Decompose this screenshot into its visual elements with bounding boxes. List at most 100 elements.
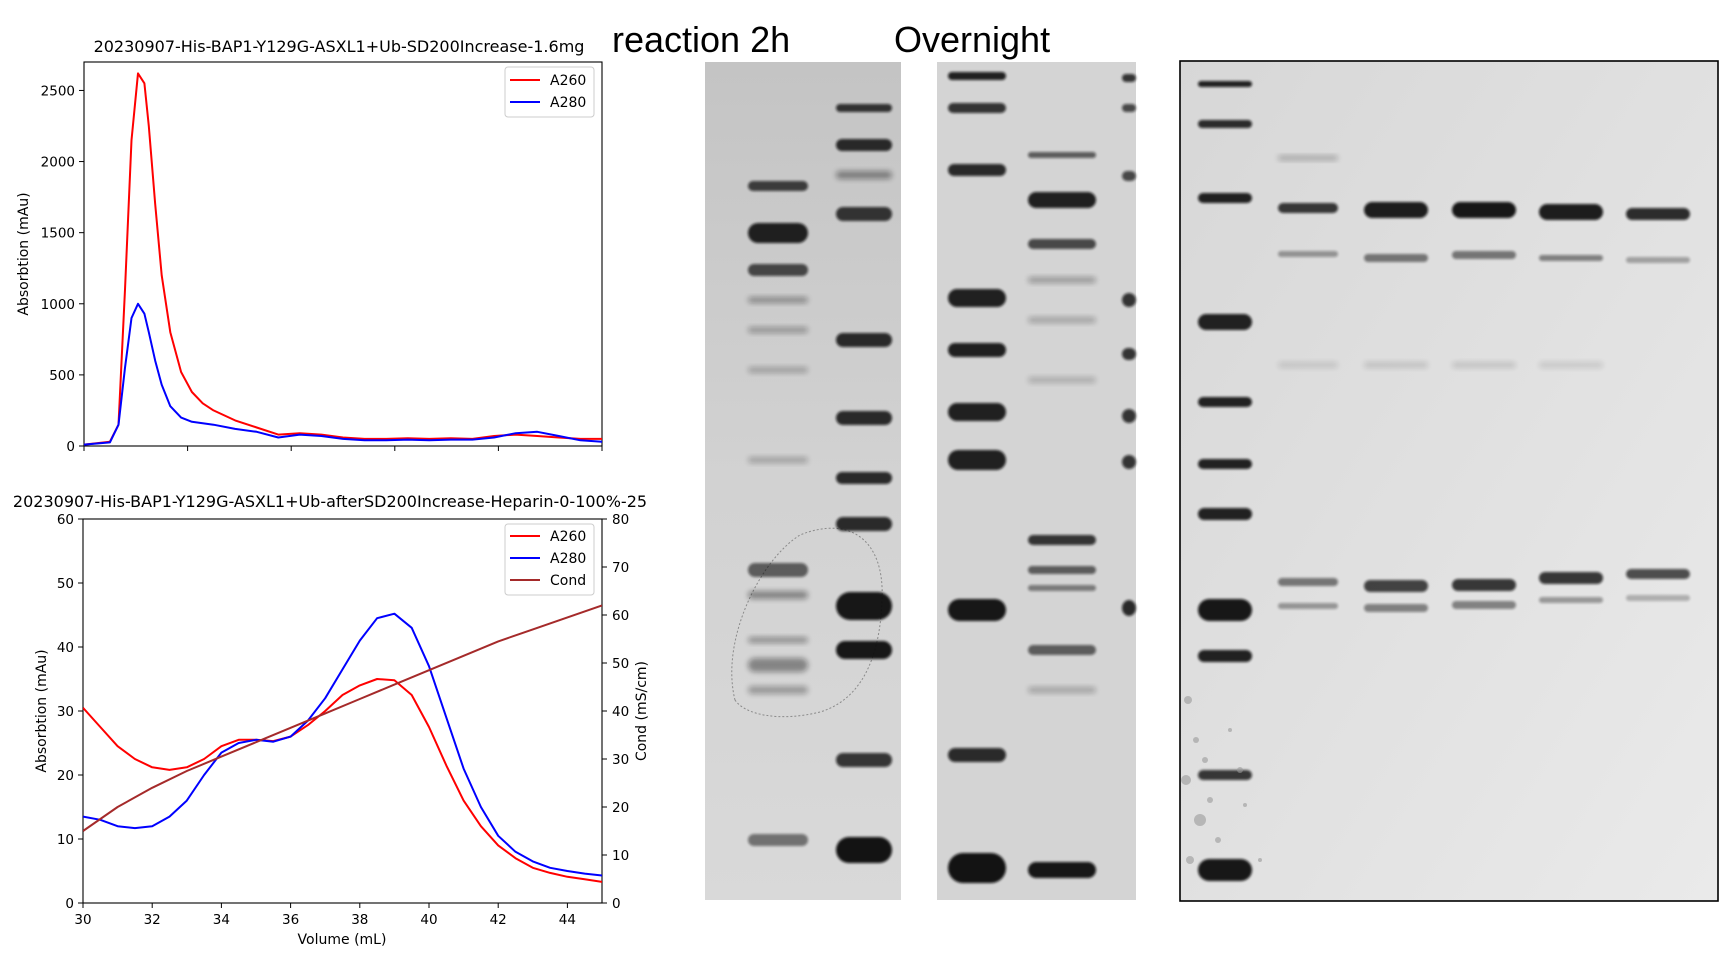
chart1-series (83, 72, 602, 446)
chart2-y2-tick-label: 70 (612, 560, 629, 576)
chart2-series (83, 604, 602, 883)
gel2-band (1028, 239, 1096, 249)
gel3-background (1179, 60, 1719, 902)
gel2-band (1122, 348, 1136, 360)
gel3-band (1364, 604, 1428, 612)
gel3-band (1626, 257, 1690, 263)
chart2-x-tick-label: 38 (351, 912, 368, 928)
gel3-speckles (1181, 696, 1262, 864)
gel3-band (1198, 459, 1252, 469)
chart2-x-tick-label: 42 (490, 912, 507, 928)
gel3-speckle (1193, 737, 1199, 743)
gel1-band (836, 104, 892, 112)
gel3-band (1364, 202, 1428, 218)
gel1-band (836, 411, 892, 425)
gel2-band (948, 343, 1006, 357)
header-label-overnight: Overnight (894, 19, 1050, 60)
gel3-band (1278, 203, 1338, 213)
gel3-band (1626, 569, 1690, 579)
gel1-band (748, 637, 808, 643)
chart2-legend-a260: A260 (550, 529, 586, 545)
gel3-band (1452, 251, 1516, 259)
gel2-band (948, 403, 1006, 421)
gel2-background (937, 62, 1136, 900)
gel3-band (1198, 314, 1252, 330)
gel2-band (1028, 192, 1096, 208)
gel1-band (836, 472, 892, 484)
gel2-band (1122, 171, 1136, 181)
gel2-band (1028, 277, 1096, 283)
gel1-band (836, 333, 892, 347)
gel2-band (1122, 293, 1136, 307)
gel1-band (748, 457, 808, 463)
gel3-speckle (1181, 775, 1191, 785)
chart2-x-ticks: 30 32 34 36 38 40 42 44 (74, 903, 576, 928)
gel1-band (748, 591, 808, 599)
chart2-y2-tick-label: 60 (612, 608, 629, 624)
gel3-band (1626, 208, 1690, 220)
chart1-y-ticks: 0 500 1000 1500 2000 2500 (41, 83, 84, 455)
chart1-series-line-a280 (83, 302, 602, 446)
gel1-band (836, 641, 892, 659)
gel1-band (748, 563, 808, 577)
chart2-y-tick-label: 60 (57, 512, 74, 528)
gel1-band (748, 367, 808, 373)
gel3-band (1198, 81, 1252, 87)
chart2-legend-box (504, 523, 595, 596)
gel2-band (948, 103, 1006, 113)
gel3-band (1198, 650, 1252, 662)
gel3-band (1198, 599, 1252, 621)
gel1-band (836, 171, 892, 179)
gel3-speckle (1186, 856, 1194, 864)
gel3-band (1539, 204, 1603, 220)
gel2-band (1122, 409, 1136, 423)
gel2-band (948, 748, 1006, 762)
chart2-x-tick-label: 40 (420, 912, 437, 928)
gel3-band (1278, 251, 1338, 257)
gel3-band (1198, 508, 1252, 520)
gel3-speckle (1194, 814, 1206, 826)
gel2-band (1028, 317, 1096, 323)
gel3-band (1198, 120, 1252, 128)
gel1-band (836, 207, 892, 221)
gel2-band (1028, 862, 1096, 878)
chart2-series-line-a280 (83, 612, 602, 877)
gel1-band (748, 834, 808, 846)
gel3-band (1452, 362, 1516, 368)
chart2-y2-tick-label: 40 (612, 704, 629, 720)
chart2-x-tick-label: 36 (282, 912, 299, 928)
gel1-band (836, 139, 892, 151)
gel2-band (948, 72, 1006, 80)
gel2-band (948, 450, 1006, 470)
gel3-band (1452, 579, 1516, 591)
chart2-title: 20230907-His-BAP1-Y129G-ASXL1+Ub-afterSD… (13, 492, 647, 511)
gel1-band (836, 592, 892, 620)
chart2-x-label: Volume (mL) (298, 932, 387, 948)
chart2-legend: A260 A280 Cond (504, 523, 595, 596)
gel2-band (1122, 600, 1136, 616)
gel2-bands (948, 72, 1136, 883)
chart1-y-tick-label: 2500 (41, 83, 75, 99)
gel2-band (1122, 455, 1136, 469)
gel3-speckle (1184, 696, 1192, 704)
gel3-band (1539, 362, 1603, 368)
chart2-series-line-a260 (83, 678, 602, 883)
gel3-band (1539, 572, 1603, 584)
chart2-y2-tick-label: 0 (612, 896, 621, 912)
chart2-x-tick-label: 32 (144, 912, 161, 928)
chart1-title: 20230907-His-BAP1-Y129G-ASXL1+Ub-SD200In… (94, 37, 585, 56)
gel2-band (948, 289, 1006, 307)
chart2-y-label: Absorbtion (mAu) (34, 649, 50, 772)
chart1-x-ticks (83, 446, 603, 451)
gel1-bands (748, 104, 892, 863)
gel1-band (748, 181, 808, 191)
gel3-band (1198, 193, 1252, 203)
chart1-y-label: Absorbtion (mAu) (16, 192, 32, 315)
gel3-bands (1198, 81, 1690, 881)
gel3-band (1198, 859, 1252, 881)
gel3-band (1539, 255, 1603, 261)
chart2-x-tick-label: 34 (213, 912, 230, 928)
gel-image-3 (1179, 60, 1719, 902)
gel1-band (836, 753, 892, 767)
chart2-y2-tick-label: 10 (612, 848, 629, 864)
